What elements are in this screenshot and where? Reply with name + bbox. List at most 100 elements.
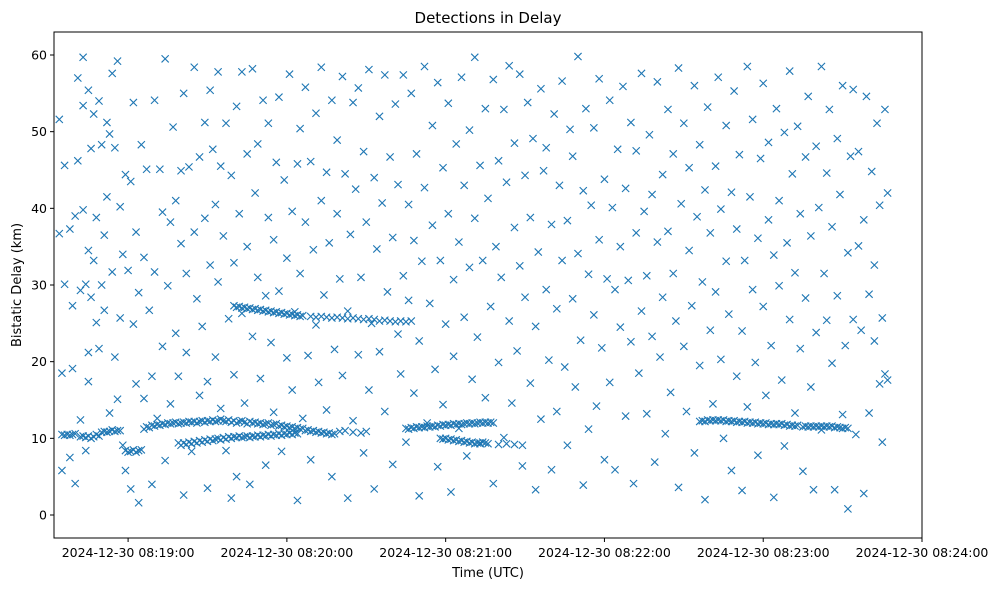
- data-point: [87, 293, 96, 302]
- data-point: [439, 400, 448, 409]
- data-point: [206, 86, 215, 95]
- data-point: [81, 446, 90, 455]
- data-point: [682, 407, 691, 416]
- data-point: [616, 242, 625, 251]
- data-point: [290, 428, 299, 437]
- data-point: [740, 256, 749, 265]
- data-point: [166, 399, 175, 408]
- data-point: [698, 277, 707, 286]
- data-point: [814, 203, 823, 212]
- data-point: [351, 185, 360, 194]
- data-point: [375, 112, 384, 121]
- data-point: [330, 345, 339, 354]
- data-point: [203, 377, 212, 386]
- data-point: [701, 495, 709, 504]
- data-point: [833, 291, 842, 300]
- data-point: [79, 53, 88, 62]
- data-point: [637, 69, 646, 78]
- data-point: [182, 269, 191, 278]
- data-point: [568, 294, 577, 303]
- data-point: [415, 491, 424, 500]
- data-point: [84, 246, 93, 255]
- data-point: [362, 427, 371, 436]
- y-tick-label: 10: [31, 431, 47, 446]
- data-point: [462, 451, 471, 460]
- data-point: [161, 456, 170, 465]
- data-point: [211, 353, 220, 362]
- data-point: [489, 75, 498, 84]
- data-point: [473, 333, 482, 342]
- data-point: [431, 365, 440, 374]
- data-point: [84, 86, 93, 95]
- data-point: [883, 189, 892, 197]
- data-point: [544, 356, 553, 365]
- data-point: [116, 202, 125, 211]
- data-point: [708, 399, 717, 408]
- data-point: [139, 253, 148, 262]
- x-axis-ticks: 2024-12-30 08:19:00 2024-12-30 08:20:00 20…: [62, 538, 988, 560]
- data-point: [706, 326, 715, 335]
- data-point: [267, 338, 275, 347]
- data-point: [674, 483, 683, 492]
- data-point: [624, 276, 633, 285]
- data-point: [603, 274, 612, 283]
- data-point: [748, 285, 757, 294]
- data-point: [142, 165, 151, 174]
- data-point: [481, 104, 490, 113]
- data-point: [145, 306, 154, 315]
- data-point: [798, 467, 807, 476]
- x-tick-label: 2024-12-30 08:20:00: [220, 545, 353, 560]
- data-point: [790, 409, 799, 418]
- chart-title: Detections in Delay: [415, 9, 562, 27]
- data-point: [732, 225, 741, 234]
- data-point: [132, 228, 141, 237]
- data-point: [277, 447, 286, 456]
- data-point: [219, 231, 228, 240]
- data-point: [507, 399, 516, 408]
- data-point: [211, 200, 220, 209]
- data-point: [394, 330, 403, 339]
- data-point: [449, 352, 458, 361]
- data-point: [632, 146, 641, 155]
- y-tick-label: 30: [31, 278, 47, 293]
- data-point: [195, 152, 204, 161]
- data-point: [391, 100, 400, 109]
- data-point: [460, 181, 469, 190]
- data-point: [65, 225, 74, 234]
- data-point: [92, 318, 101, 327]
- data-point: [110, 353, 119, 362]
- data-point: [515, 261, 524, 270]
- data-point: [261, 419, 270, 428]
- data-point: [383, 287, 392, 296]
- data-point: [232, 102, 241, 111]
- data-point: [359, 448, 368, 457]
- data-point: [243, 242, 252, 251]
- data-point: [296, 124, 305, 133]
- data-point: [359, 147, 368, 156]
- data-point: [838, 410, 847, 419]
- data-point: [780, 128, 789, 137]
- y-tick-label: 50: [31, 124, 47, 139]
- data-point: [843, 504, 852, 513]
- data-point: [769, 493, 778, 502]
- data-point: [113, 426, 122, 435]
- data-point: [822, 316, 831, 325]
- data-point: [573, 52, 582, 61]
- data-point: [542, 285, 551, 294]
- data-point: [513, 346, 522, 355]
- data-point: [229, 258, 238, 267]
- data-point: [695, 140, 704, 149]
- data-point: [407, 317, 416, 326]
- data-point: [76, 286, 85, 295]
- data-point: [706, 228, 715, 237]
- data-point: [481, 438, 490, 447]
- data-point: [560, 363, 569, 372]
- data-point: [772, 104, 781, 113]
- data-point: [468, 375, 477, 384]
- data-point: [100, 306, 109, 315]
- data-point: [349, 428, 358, 437]
- data-point: [272, 158, 281, 167]
- data-point: [97, 281, 106, 289]
- data-point: [364, 65, 373, 74]
- data-point: [256, 374, 265, 383]
